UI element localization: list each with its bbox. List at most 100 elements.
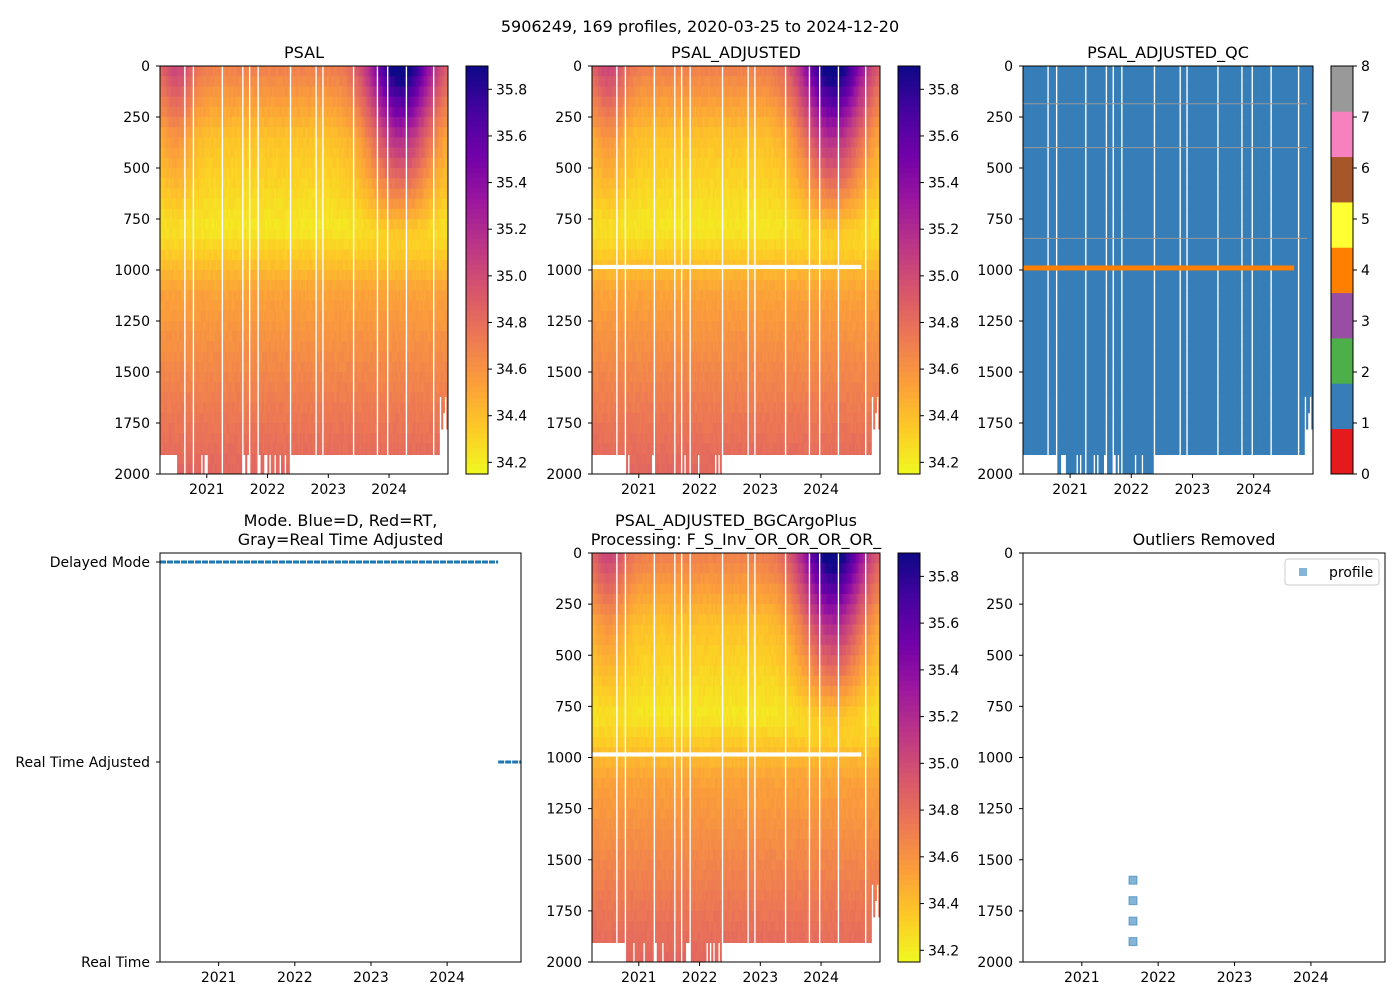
heatmap-cell [182,66,184,77]
heatmap-cell [220,188,222,199]
heatmap-cell [220,270,222,281]
heatmap-cell [220,229,222,240]
heatmap-cell [220,86,222,97]
heatmap-cell [182,443,184,454]
heatmap-cell [182,148,184,159]
heatmap-cell [191,464,193,475]
heatmap-cell [220,413,222,424]
heatmap-cell [220,341,222,352]
heatmap-cell [191,382,193,393]
heatmap-cell [182,86,184,97]
heatmap-cell [220,464,222,475]
heatmap-cell [220,423,222,434]
heatmap-cell [220,403,222,414]
heatmap-cell [191,280,193,291]
heatmap-cell [220,97,222,108]
heatmap-cell [191,66,193,77]
figure: 5906249, 169 profiles, 2020-03-25 to 202… [0,0,1400,1000]
heatmap-cell [182,321,184,332]
heatmap-cell [191,321,193,332]
heatmap-cell [182,137,184,148]
subplot-grid: PSAL2021 2022 2023 202402505007501000125015… [15,43,1385,986]
heatmap-cell [182,260,184,271]
heatmap-cell [182,464,184,475]
heatmap-cell [199,454,201,465]
heatmap-cell [182,382,184,393]
heatmap-cell [182,127,184,138]
heatmap-cell [182,423,184,434]
heatmap-cell [191,188,193,199]
heatmap-cell [220,321,222,332]
heatmap-cell [182,270,184,281]
heatmap-cell [191,423,193,434]
heatmap-cell [199,464,201,475]
heatmap-cell [191,372,193,383]
heatmap-cell [220,66,222,77]
heatmap-cell [182,250,184,261]
heatmap-cell [220,219,222,230]
heatmap-cell [191,392,193,403]
heatmap-cell [191,219,193,230]
heatmap-cell [220,352,222,363]
heatmap-cell [191,301,193,312]
heatmap-cell [182,209,184,220]
heatmap-cell [220,209,222,220]
heatmap-cell [182,372,184,383]
heatmap-cells [160,66,448,474]
heatmap-cell [182,117,184,128]
heatmap-cell [191,117,193,128]
heatmap-cell [220,443,222,454]
heatmap-cell [191,127,193,138]
heatmap-cell [182,352,184,363]
heatmap-cell [182,168,184,179]
heatmap-cell [191,199,193,210]
heatmap-cell [182,76,184,87]
heatmap-cell [191,260,193,271]
heatmap-cell [191,352,193,363]
heatmap-cell [191,413,193,424]
heatmap-cell [220,331,222,342]
heatmap-cell [220,250,222,261]
heatmap-cell [182,239,184,250]
heatmap-cell [220,239,222,250]
heatmap-cell [182,341,184,352]
heatmap-cell [182,403,184,414]
heatmap-cell [191,178,193,189]
heatmap-cell [191,270,193,281]
heatmap-cell [191,86,193,97]
heatmap-cell [191,403,193,414]
heatmap-cell [182,178,184,189]
heatmap-cell [220,117,222,128]
heatmap-cell [220,137,222,148]
heatmap-cell [191,362,193,373]
heatmap-cell [182,219,184,230]
heatmap-cell [220,454,222,465]
heatmap-cell [220,372,222,383]
heatmap-cell [220,362,222,373]
heatmap-cell [182,362,184,373]
heatmap-cell [220,76,222,87]
heatmap-cell [191,239,193,250]
heatmap-cell [220,260,222,271]
heatmap-cell [191,443,193,454]
heatmap-cell [191,107,193,118]
heatmap-cell [182,331,184,342]
heatmap-cell [220,433,222,444]
heatmap-cell [191,341,193,352]
figure-suptitle: 5906249, 169 profiles, 2020-03-25 to 202… [501,17,899,36]
heatmap-cell [191,168,193,179]
heatmap-cell [220,280,222,291]
heatmap-cell [191,454,193,465]
heatmap-cell [191,250,193,261]
heatmap-cell [220,392,222,403]
heatmap-cell [220,127,222,138]
heatmap-cell [191,76,193,87]
heatmap-cell [220,158,222,169]
heatmap-cell [191,97,193,108]
heatmap-cell [182,280,184,291]
heatmap-cell [182,188,184,199]
heatmap-cell [182,229,184,240]
heatmap-cell [220,382,222,393]
heatmap-cell [220,168,222,179]
